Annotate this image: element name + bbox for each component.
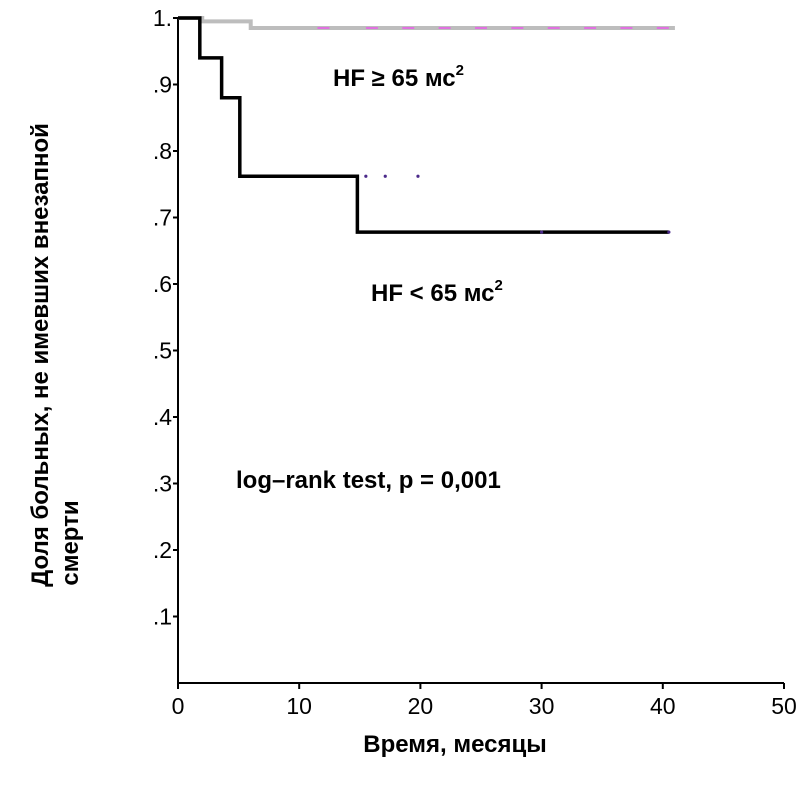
series-line-high <box>178 16 675 30</box>
x-tick-label: 30 <box>529 693 555 719</box>
axis-ticks: 0 10 20 30 40 50 .1 .2 .3 .4 .5 .6 .7 .8 .9 1. <box>153 5 797 719</box>
y-tick-label: .3 <box>153 471 172 497</box>
series-label-high-sup: 2 <box>456 62 464 79</box>
y-tick-label: .4 <box>153 404 172 430</box>
y-tick-label: .9 <box>153 72 172 98</box>
y-tick-label: .8 <box>153 138 172 164</box>
series-line-low <box>178 16 669 234</box>
x-tick-label: 20 <box>408 693 434 719</box>
logrank-annotation: log–rank test, p = 0,001 <box>236 467 501 494</box>
y-tick-label: .1 <box>153 604 172 630</box>
series-layer <box>178 16 675 234</box>
series-label-high-text: HF ≥ 65 мс <box>333 65 456 92</box>
y-tick-label: 1. <box>153 5 172 31</box>
x-tick-label: 40 <box>650 693 676 719</box>
series-label-high: HF ≥ 65 мс2 <box>333 62 464 92</box>
censor-mark-low <box>364 174 368 178</box>
y-axis-title-line2: смерти <box>57 500 84 585</box>
x-tick-label: 0 <box>172 693 185 719</box>
series-label-low-sup: 2 <box>495 277 503 294</box>
y-tick-label: .7 <box>153 205 172 231</box>
y-tick-label: .5 <box>153 338 172 364</box>
y-tick-label: .6 <box>153 271 172 297</box>
y-tick-label: .2 <box>153 537 172 563</box>
x-axis-title: Время, месяцы <box>363 731 547 758</box>
series-label-low: HF < 65 мс2 <box>371 277 503 307</box>
censor-mark-low <box>416 174 420 178</box>
censor-mark-low <box>667 230 671 234</box>
censor-mark-low <box>383 174 387 178</box>
y-axis-title-line1: Доля больных, не имевших внезапной <box>27 123 54 587</box>
x-tick-label: 50 <box>771 693 797 719</box>
series-label-low-text: HF < 65 мс <box>371 280 495 307</box>
censor-mark-low <box>540 230 544 234</box>
y-axis-title: Доля больных, не имевших внезапной смерт… <box>27 123 84 587</box>
x-tick-label: 10 <box>286 693 312 719</box>
